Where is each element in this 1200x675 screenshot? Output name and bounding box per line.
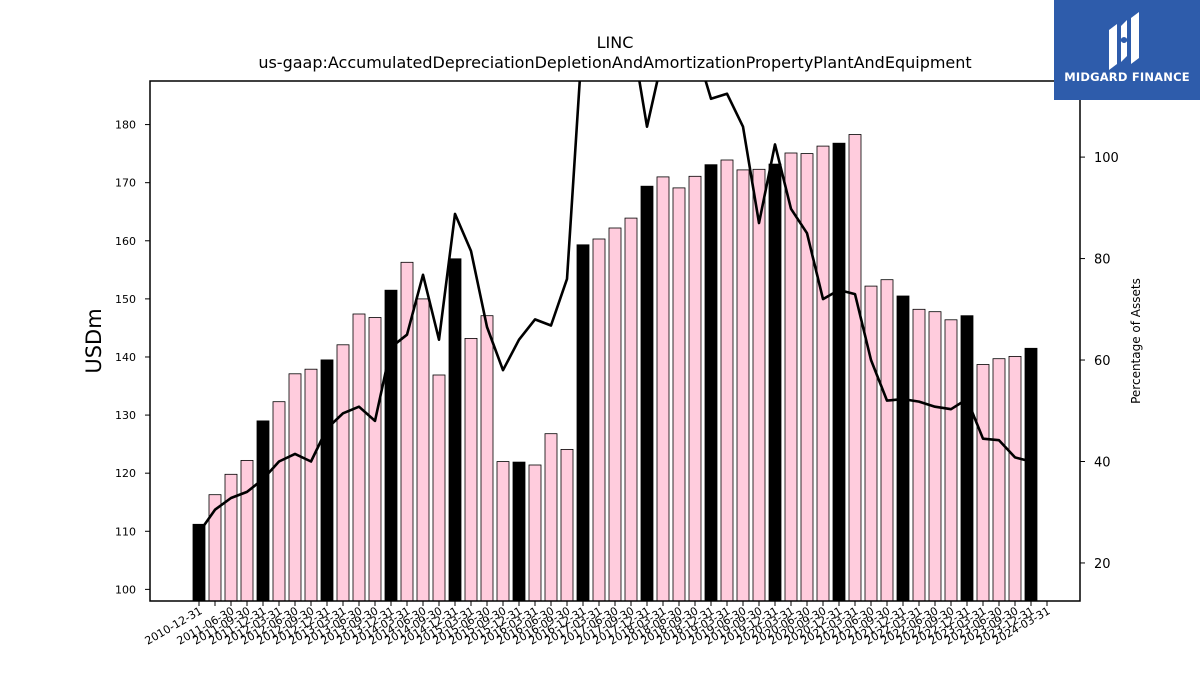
bar <box>832 142 846 602</box>
bar <box>512 461 526 602</box>
bar <box>336 344 350 602</box>
bar <box>1024 347 1038 602</box>
bar <box>768 163 782 602</box>
bar <box>224 473 238 602</box>
bar <box>704 164 718 602</box>
bar <box>640 185 654 602</box>
y-tick-label: 110 <box>115 525 136 538</box>
y2-tick-label: 100 <box>1094 151 1119 166</box>
bar <box>624 217 638 602</box>
bar <box>592 238 606 602</box>
y2-axis-label: Percentage of Assets <box>1129 278 1143 404</box>
right-axis: 20 40 60 80 100 <box>1080 151 1119 572</box>
bar <box>192 523 206 602</box>
y2-tick-label: 60 <box>1094 354 1111 369</box>
chart-subtitle: us-gaap:AccumulatedDepreciationDepletion… <box>258 53 971 72</box>
bar <box>416 298 430 602</box>
bar <box>240 459 254 602</box>
y-tick-label: 180 <box>115 119 136 132</box>
bar <box>896 295 910 602</box>
bar <box>672 187 686 602</box>
bar <box>464 337 478 602</box>
bar <box>368 317 382 602</box>
bar <box>448 258 462 602</box>
y-tick-label: 150 <box>115 293 136 306</box>
bar <box>432 374 446 602</box>
bar <box>880 279 894 602</box>
bar <box>800 153 814 602</box>
left-axis: 100 110 120 130 140 150 160 170 180 <box>115 119 150 596</box>
line-series <box>197 81 1032 534</box>
bar <box>352 313 366 602</box>
y2-tick-label: 80 <box>1094 253 1111 268</box>
y-tick-label: 100 <box>115 583 136 596</box>
y2-tick-label: 40 <box>1094 455 1111 470</box>
y-tick-label: 140 <box>115 351 136 364</box>
bar <box>784 152 798 602</box>
bar <box>720 159 734 602</box>
bar <box>480 315 494 602</box>
bar <box>752 168 766 602</box>
bar <box>928 311 942 602</box>
bar <box>320 359 334 602</box>
bar <box>1008 355 1022 602</box>
bar <box>944 319 958 602</box>
bar <box>864 285 878 602</box>
y-tick-label: 130 <box>115 409 136 422</box>
bar <box>288 373 302 602</box>
logo-text: MIDGARD FINANCE <box>1064 70 1190 84</box>
bar <box>912 308 926 602</box>
logo-mark-icon <box>1109 12 1139 70</box>
line-path <box>197 81 1032 534</box>
bar <box>272 401 286 602</box>
bar <box>816 145 830 602</box>
x-axis: 2010-12-312011-06-302011-09-302011-12-31… <box>143 601 1053 648</box>
y2-tick-label: 20 <box>1094 557 1111 572</box>
bar <box>576 244 590 602</box>
bar <box>960 315 974 602</box>
bar <box>384 289 398 602</box>
brand-logo: MIDGARD FINANCE <box>1054 0 1200 100</box>
bar <box>560 448 574 602</box>
y-tick-label: 120 <box>115 467 136 480</box>
chart-title: LINC <box>597 33 634 52</box>
bar <box>688 175 702 602</box>
bar-series <box>192 134 1038 602</box>
bar <box>304 368 318 602</box>
y-tick-label: 170 <box>115 177 136 190</box>
bar <box>656 176 670 602</box>
bar <box>608 227 622 602</box>
bar <box>976 364 990 602</box>
bar <box>528 464 542 602</box>
bar <box>848 134 862 602</box>
bar <box>736 169 750 602</box>
y-tick-label: 160 <box>115 235 136 248</box>
bar <box>496 461 510 602</box>
bar <box>256 420 270 602</box>
y-axis-label: USDm <box>82 308 106 373</box>
bar <box>992 358 1006 602</box>
bar <box>400 261 414 602</box>
bar <box>544 433 558 602</box>
